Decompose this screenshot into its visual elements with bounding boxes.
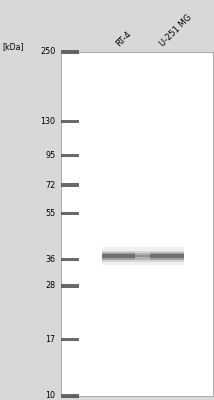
Bar bbox=[102, 252, 135, 260]
Bar bbox=[61, 284, 79, 288]
Bar bbox=[61, 394, 79, 398]
Bar bbox=[61, 50, 79, 54]
Text: 55: 55 bbox=[45, 209, 56, 218]
Text: 95: 95 bbox=[45, 151, 56, 160]
Bar bbox=[150, 252, 184, 260]
Bar bbox=[102, 247, 183, 265]
Bar bbox=[61, 212, 79, 216]
Text: [kDa]: [kDa] bbox=[2, 42, 24, 51]
Text: 250: 250 bbox=[40, 48, 56, 56]
Text: U-251 MG: U-251 MG bbox=[158, 12, 194, 48]
Text: 130: 130 bbox=[41, 117, 56, 126]
Bar bbox=[61, 184, 79, 187]
Text: 28: 28 bbox=[46, 282, 56, 290]
Text: RT-4: RT-4 bbox=[114, 29, 134, 48]
Bar bbox=[102, 253, 183, 260]
Bar bbox=[61, 154, 79, 157]
Bar bbox=[61, 338, 79, 341]
Text: 17: 17 bbox=[46, 335, 56, 344]
Bar bbox=[150, 254, 184, 258]
Text: 10: 10 bbox=[46, 392, 56, 400]
Bar bbox=[135, 255, 150, 257]
Bar bbox=[61, 120, 79, 124]
Text: 72: 72 bbox=[45, 180, 56, 190]
Bar bbox=[102, 251, 183, 262]
Text: 36: 36 bbox=[46, 255, 56, 264]
Bar bbox=[61, 52, 213, 396]
Bar bbox=[102, 254, 135, 258]
Bar bbox=[61, 258, 79, 261]
